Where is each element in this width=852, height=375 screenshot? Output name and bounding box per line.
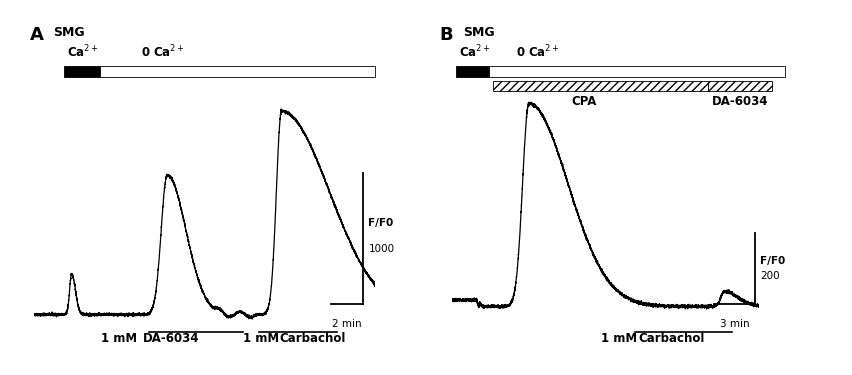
- Text: 1 mM: 1 mM: [101, 332, 141, 345]
- Text: 1000: 1000: [368, 244, 394, 254]
- Text: Ca$^{2+}$: Ca$^{2+}$: [458, 44, 490, 61]
- Text: B: B: [439, 26, 452, 44]
- Text: A: A: [30, 26, 43, 44]
- Text: 3 min: 3 min: [719, 319, 748, 329]
- Text: 0 Ca$^{2+}$: 0 Ca$^{2+}$: [141, 44, 184, 61]
- Text: Carbachol: Carbachol: [637, 332, 704, 345]
- Text: SMG: SMG: [463, 26, 494, 39]
- Text: SMG: SMG: [53, 26, 84, 39]
- Text: DA-6034: DA-6034: [711, 95, 768, 108]
- Text: CPA: CPA: [570, 95, 596, 108]
- Text: Carbachol: Carbachol: [279, 332, 345, 345]
- Text: Ca$^{2+}$: Ca$^{2+}$: [66, 44, 98, 61]
- Text: 0 Ca$^{2+}$: 0 Ca$^{2+}$: [515, 44, 559, 61]
- Text: F/F0: F/F0: [368, 218, 394, 228]
- Text: 1 mM: 1 mM: [601, 332, 641, 345]
- Text: 1 mM: 1 mM: [243, 332, 283, 345]
- Text: 200: 200: [759, 271, 779, 280]
- Text: F/F0: F/F0: [759, 256, 785, 266]
- Text: DA-6034: DA-6034: [143, 332, 199, 345]
- Text: 2 min: 2 min: [332, 319, 361, 329]
